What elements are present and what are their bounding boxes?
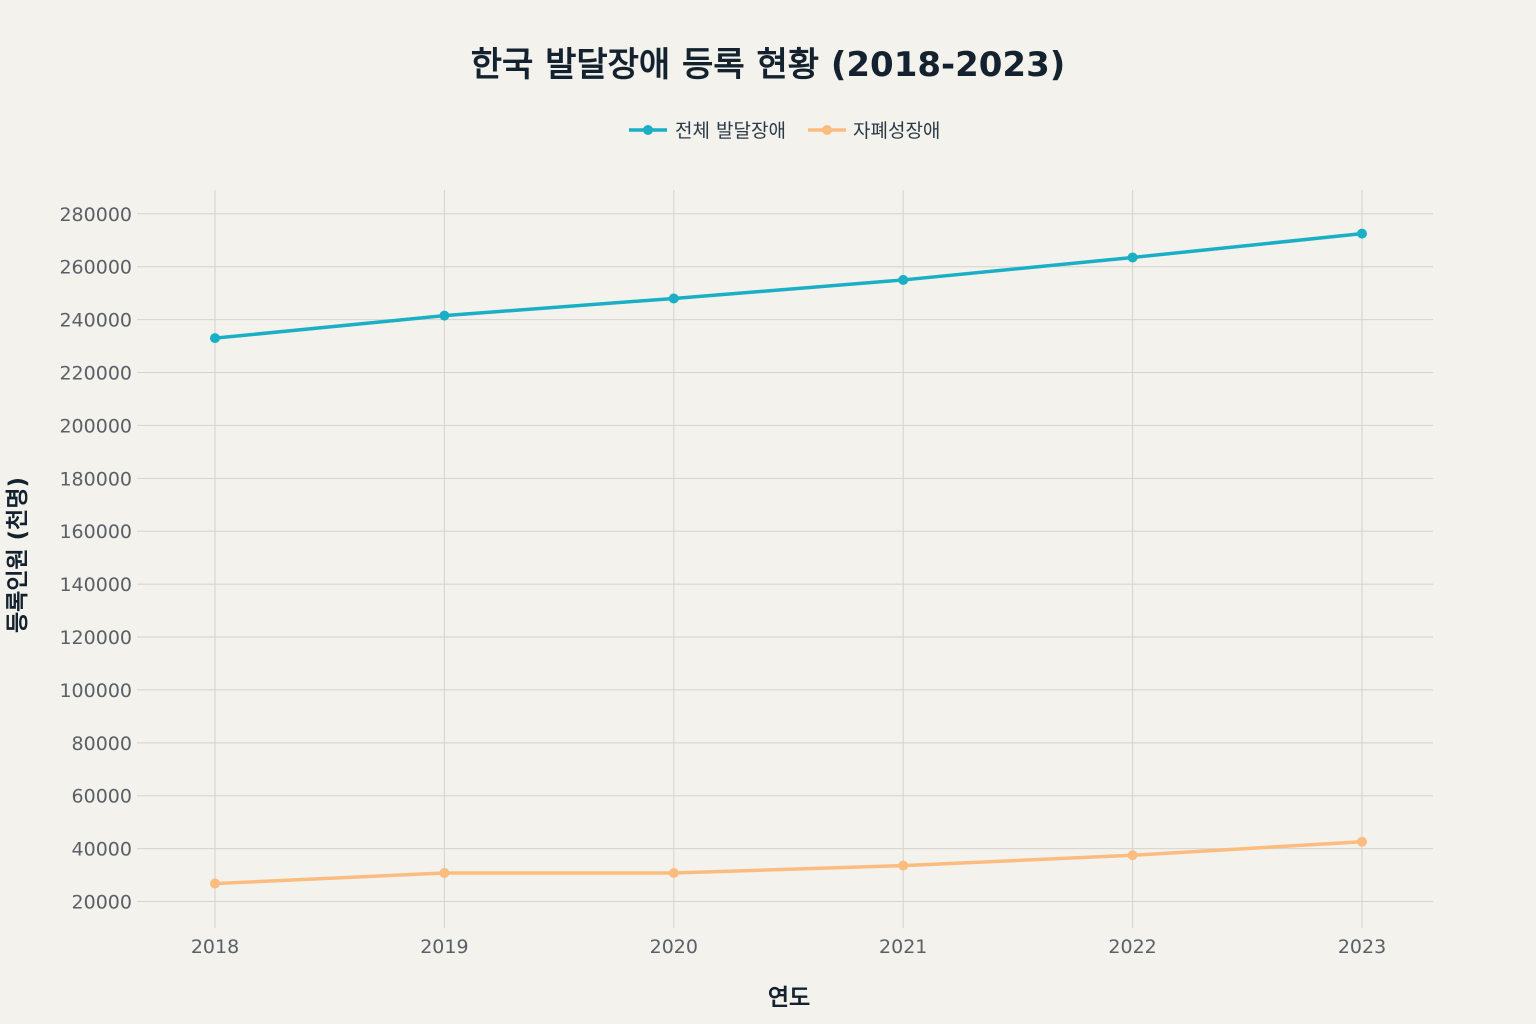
y-tick-label: 280000: [59, 204, 132, 226]
data-point[interactable]: [210, 333, 220, 344]
y-axis-ticks: 20000 40000 60000 80000 100000 120000 140000 16…: [59, 204, 132, 914]
x-tick-label: 2018: [191, 936, 239, 958]
y-tick-label: 120000: [59, 627, 132, 649]
x-tick-label: 2023: [1338, 936, 1386, 958]
x-tick-label: 2019: [420, 936, 468, 958]
legend-marker-total: [643, 125, 653, 135]
legend-item-total[interactable]: 전체 발달장애: [629, 120, 786, 142]
series-line: [213, 840, 1364, 886]
x-axis-title: 연도: [768, 985, 810, 1011]
data-point[interactable]: [439, 867, 450, 878]
y-tick-label: 200000: [59, 415, 132, 437]
y-tick-label: 220000: [59, 363, 132, 385]
series-layer: [210, 228, 1367, 889]
series-line: [213, 231, 1364, 340]
legend-item-autism[interactable]: 자폐성장애: [808, 120, 940, 142]
y-tick-label: 20000: [72, 892, 132, 914]
legend-marker-autism: [822, 125, 832, 135]
x-tick-label: 2020: [650, 936, 698, 958]
data-point[interactable]: [898, 274, 909, 285]
x-tick-label: 2021: [879, 936, 927, 958]
data-point[interactable]: [210, 878, 220, 889]
series-1: [210, 836, 1367, 889]
y-tick-label: 260000: [59, 257, 132, 279]
data-point[interactable]: [1127, 850, 1138, 861]
y-axis-title: 등록인원 (천명): [5, 477, 31, 633]
legend-label-total: 전체 발달장애: [675, 120, 786, 142]
vertical-gridlines: [214, 190, 1363, 928]
y-tick-label: 100000: [59, 680, 132, 702]
y-tick-label: 60000: [72, 786, 132, 808]
y-tick-label: 140000: [59, 574, 132, 596]
data-point[interactable]: [1127, 252, 1138, 263]
series-0: [210, 228, 1367, 344]
data-point[interactable]: [1357, 228, 1367, 239]
y-tick-label: 180000: [59, 468, 132, 490]
x-axis-ticks: 2018 2019 2020 2021 2022 2023: [191, 936, 1386, 958]
data-point[interactable]: [1357, 836, 1367, 847]
data-point[interactable]: [668, 867, 679, 878]
data-point[interactable]: [439, 310, 450, 321]
data-point[interactable]: [898, 860, 909, 871]
y-tick-label: 160000: [59, 521, 132, 543]
y-tick-label: 40000: [72, 839, 132, 861]
legend-label-autism: 자폐성장애: [853, 120, 940, 142]
x-tick-label: 2022: [1108, 936, 1156, 958]
y-tick-label: 240000: [59, 310, 132, 332]
chart-title: 한국 발달장애 등록 현황 (2018-2023): [471, 45, 1066, 85]
horizontal-gridlines: [137, 213, 1433, 903]
data-point[interactable]: [668, 293, 679, 304]
y-tick-label: 80000: [72, 733, 132, 755]
legend: 전체 발달장애 자폐성장애: [629, 120, 940, 142]
